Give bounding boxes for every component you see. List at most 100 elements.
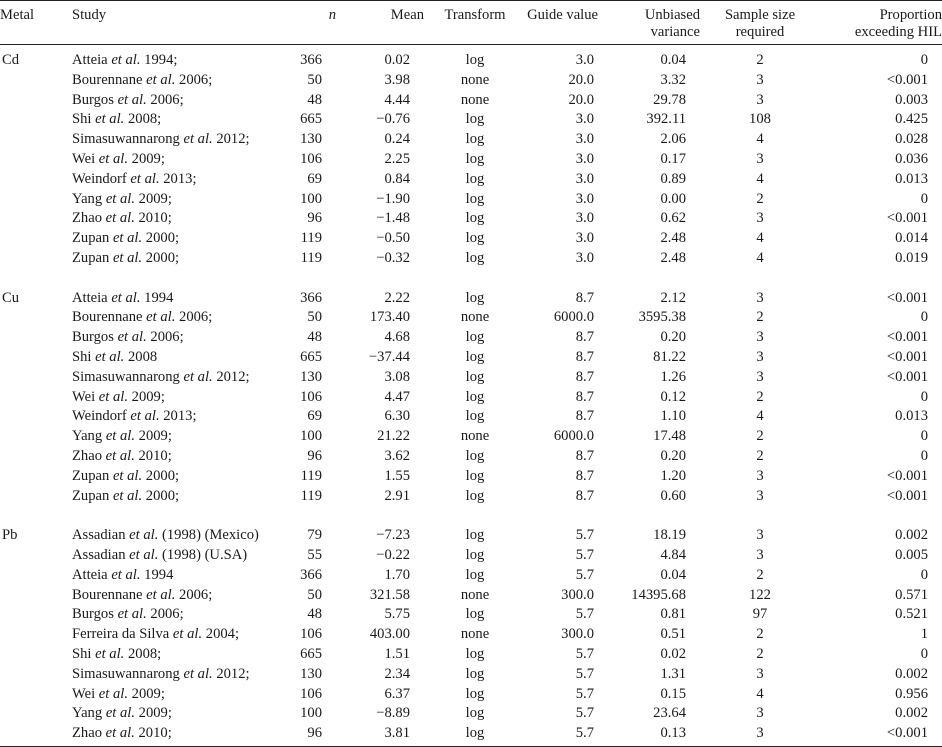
study-et-al: et al.: [105, 428, 135, 445]
cell-n: 55: [307, 546, 322, 563]
cell-guide-value: 8.7: [575, 408, 594, 425]
cell-proportion: <0.001: [886, 467, 928, 484]
cell-study: Simasuwannarong et al. 2012;: [72, 665, 294, 685]
cell-unbiased-variance: 2.12: [660, 289, 686, 306]
cell-transform: log: [465, 131, 485, 148]
cell-mean: 1.55: [384, 467, 410, 484]
cell-proportion: 0.013: [895, 170, 928, 187]
cell-sample-size: 2: [756, 645, 764, 662]
table-row: Cu Atteia et al. 1994 366 2.22 log 8.7 2.12 3 <0…: [0, 289, 942, 309]
cell-sample-size: 4: [756, 685, 764, 702]
study-author: Wei: [72, 388, 96, 405]
cell-n: 96: [294, 724, 336, 747]
cell-study: Zupan et al. 2000;: [72, 467, 294, 487]
cell-sample-size: 4: [756, 249, 764, 266]
study-et-al: et al.: [111, 566, 141, 583]
cell-n: 130: [300, 131, 322, 148]
cell-guide-value: 5.7: [575, 546, 594, 563]
study-et-al: et al.: [98, 388, 128, 405]
cell-metal: [0, 665, 72, 685]
cell-transform: log: [465, 111, 485, 128]
table-row: Atteia et al. 1994 366 1.70 log 5.7 0.04 2 0: [0, 566, 942, 586]
study-et-al: et al.: [95, 645, 125, 662]
cell-guide-value: 8.7: [575, 368, 594, 385]
study-year: 2009;: [131, 150, 165, 167]
cell-metal: [0, 170, 72, 190]
study-year: 2009;: [138, 428, 172, 445]
cell-guide-value: 5.7: [575, 527, 594, 544]
study-et-al: et al.: [146, 71, 176, 88]
cell-study: Yang et al. 2009;: [72, 427, 294, 447]
cell-unbiased-variance: 17.48: [653, 428, 686, 445]
table-row: Bourennane et al. 2006; 50 3.98 none 20.0 3.3…: [0, 71, 942, 91]
cell-sample-size: 2: [756, 52, 764, 68]
cell-mean: 6.37: [384, 685, 410, 702]
cell-mean: 3.81: [336, 724, 424, 747]
cell-metal: [0, 625, 72, 645]
cell-sample-size: 108: [749, 111, 771, 128]
study-year: 2000;: [145, 249, 180, 266]
cell-mean: −1.48: [376, 210, 410, 227]
cell-metal: [0, 249, 72, 269]
table-row: Ferreira da Silva et al. 2004; 106 403.00 n…: [0, 625, 942, 645]
cell-metal: [0, 209, 72, 229]
study-et-al: et al.: [105, 725, 135, 742]
study-year: 2006;: [179, 586, 213, 603]
table-row: Bourennane et al. 2006; 50 173.40 none 6000.…: [0, 308, 942, 328]
study-et-al: et al.: [129, 546, 159, 563]
study-year: 2010;: [138, 725, 172, 742]
cell-transform: log: [465, 665, 485, 682]
cell-n: 106: [300, 626, 322, 643]
table-row: Shi et al. 2008; 665 1.51 log 5.7 0.02 2 0: [0, 645, 942, 665]
cell-proportion: 0.003: [895, 91, 928, 108]
cell-sample-size: 2: [756, 388, 764, 405]
study-et-al: et al.: [172, 626, 203, 643]
cell-study: Bourennane et al. 2006;: [72, 308, 294, 328]
cell-n: 100: [300, 428, 322, 445]
cell-unbiased-variance: 2.48: [660, 230, 686, 247]
cell-n: 50: [307, 586, 322, 603]
cell-transform: log: [465, 249, 485, 266]
cell-proportion: 0.028: [895, 131, 928, 148]
table-row: Simasuwannarong et al. 2012; 130 3.08 log 8.…: [0, 368, 942, 388]
cell-sample-size: 2: [756, 626, 764, 643]
group-spacer: [0, 506, 942, 526]
cell-unbiased-variance: 0.04: [660, 566, 686, 583]
cell-sample-size: 97: [752, 606, 768, 623]
study-author: Ferreira da Silva: [72, 626, 170, 643]
table-row: Yang et al. 2009; 100 −8.89 log 5.7 23.64 3 0.0…: [0, 704, 942, 724]
cell-unbiased-variance: 81.22: [653, 348, 686, 365]
cell-sample-size: 3: [756, 329, 764, 346]
cell-guide-value: 5.7: [575, 665, 594, 682]
cell-study: Weindorf et al. 2013;: [72, 170, 294, 190]
cell-metal: [0, 724, 72, 747]
cell-guide-value: 8.7: [575, 388, 594, 405]
cell-metal: [0, 704, 72, 724]
study-author: Zupan: [72, 467, 110, 484]
cell-unbiased-variance: 0.00: [660, 190, 686, 207]
study-year: 2010;: [138, 447, 172, 464]
table-row: Zupan et al. 2000; 119 1.55 log 8.7 1.20 3 <0.0…: [0, 467, 942, 487]
cell-n: 119: [300, 487, 322, 504]
table-row: Burgos et al. 2006; 48 5.75 log 5.7 0.81 97 0.5…: [0, 605, 942, 625]
table-row: Bourennane et al. 2006; 50 321.58 none 300.0…: [0, 586, 942, 606]
cell-sample-size: 3: [756, 705, 764, 722]
cell-transform: log: [465, 566, 485, 583]
cell-transform: log: [465, 467, 485, 484]
cell-unbiased-variance: 0.20: [660, 447, 686, 464]
cell-proportion: 0: [920, 309, 928, 326]
cell-mean: 21.22: [377, 428, 410, 445]
study-year: 2000;: [145, 467, 180, 484]
study-year: 2009;: [138, 705, 172, 722]
study-author: Shi: [72, 348, 92, 365]
cell-mean: 4.47: [384, 388, 410, 405]
cell-mean: 6.30: [384, 408, 410, 425]
cell-transform: none: [460, 626, 490, 643]
study-author: Simasuwannarong: [72, 665, 180, 682]
study-author: Bourennane: [72, 309, 143, 326]
header-proportion: Proportion exceeding HIL: [820, 0, 942, 45]
cell-guide-value: 3.0: [575, 131, 594, 148]
cell-study: Wei et al. 2009;: [72, 388, 294, 408]
cell-unbiased-variance: 1.20: [660, 467, 686, 484]
